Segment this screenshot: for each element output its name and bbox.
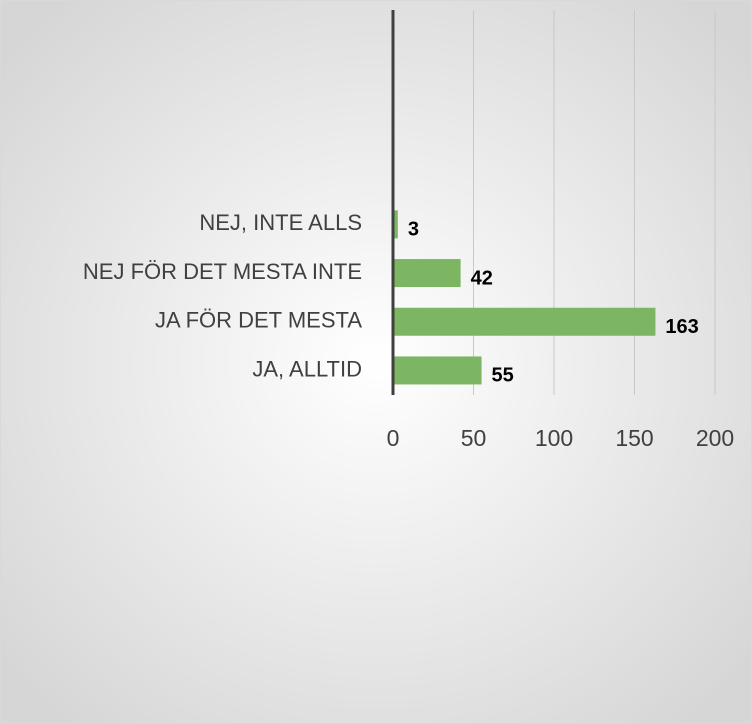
data-label: 163	[665, 316, 698, 338]
data-label: 55	[492, 365, 514, 387]
x-tick-label: 50	[461, 425, 487, 451]
bar	[393, 356, 482, 385]
x-tick-label: 150	[615, 425, 653, 451]
bar	[393, 210, 398, 239]
y-tick-label: JA FÖR DET MESTA	[155, 308, 362, 333]
x-tick-label: 0	[387, 425, 400, 451]
y-tick-label: JA, ALLTID	[252, 356, 362, 381]
bar	[393, 259, 461, 288]
y-tick-label: NEJ, INTE ALLS	[199, 210, 362, 235]
data-label: 3	[408, 219, 419, 241]
x-tick-label: 100	[535, 425, 573, 451]
y-tick-label: NEJ FÖR DET MESTA INTE	[83, 259, 362, 284]
x-tick-label: 200	[696, 425, 734, 451]
data-label: 42	[471, 267, 493, 289]
bar	[393, 307, 656, 336]
